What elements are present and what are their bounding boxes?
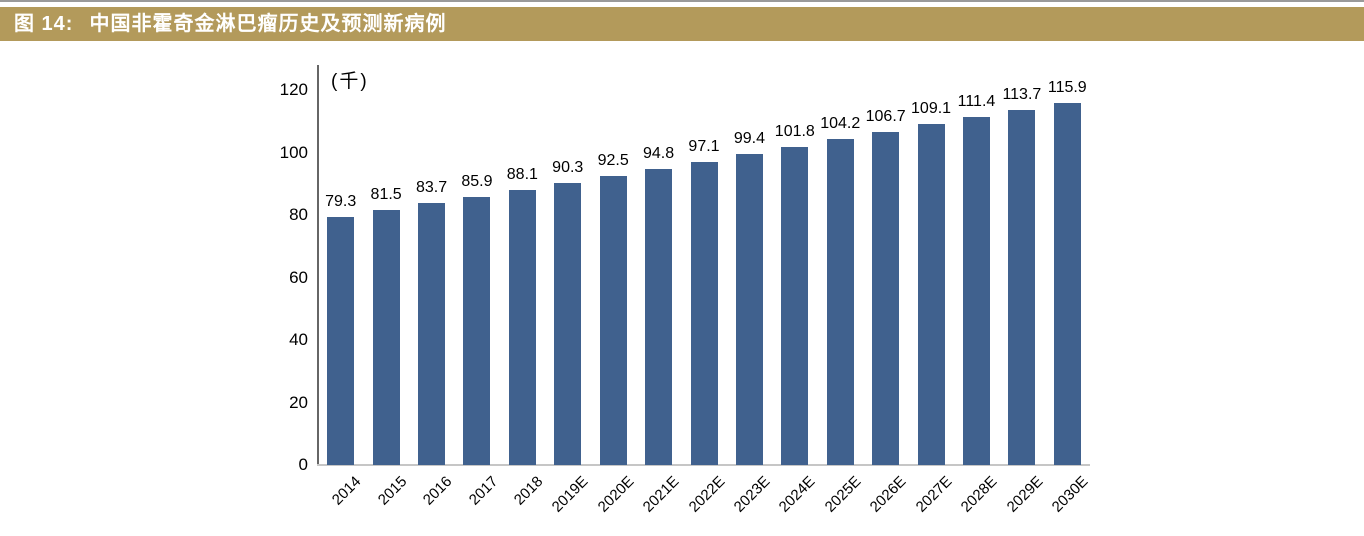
y-axis-tick-label: 120 — [279, 80, 308, 99]
x-axis-tick-label: 2025E — [821, 473, 865, 516]
x-axis-tick-label: 2018 — [510, 473, 547, 509]
bar — [826, 139, 854, 465]
bar-value-label: 109.1 — [911, 100, 952, 118]
bar — [645, 168, 673, 465]
x-axis-tick-label: 2019E — [549, 473, 592, 516]
x-axis-tick-label: 2022E — [685, 473, 729, 516]
bar-value-label: 101.8 — [774, 122, 815, 140]
bar-value-label: 99.4 — [733, 130, 765, 148]
top-divider-line — [0, 0, 1364, 2]
x-axis-line — [317, 464, 1090, 466]
bar — [735, 154, 763, 465]
y-axis-tick-label: 20 — [289, 392, 308, 412]
bar — [372, 210, 400, 465]
x-axis-tick-label: 2029E — [1003, 473, 1046, 516]
bar — [1053, 102, 1081, 465]
bar-value-label: 85.9 — [461, 172, 493, 190]
bar-value-label: 113.7 — [1002, 85, 1042, 103]
bar-value-label: 90.3 — [552, 158, 584, 176]
figure-number: 图 14: — [14, 13, 74, 35]
x-axis-tick-label: 2030E — [1048, 473, 1092, 516]
bar-value-label: 106.7 — [865, 107, 906, 125]
bar — [1008, 109, 1036, 465]
y-axis-tick-label: 80 — [289, 205, 308, 224]
x-axis-tick-label: 2026E — [866, 473, 910, 516]
x-axis-tick-label: 2014 — [329, 473, 365, 509]
y-axis-tick-label: 100 — [279, 142, 308, 162]
x-axis-tick-label: 2017 — [465, 473, 501, 509]
bar — [418, 203, 446, 465]
x-axis-tick-label: 2016 — [419, 473, 456, 509]
bar — [508, 189, 536, 465]
y-axis-tick-label: 0 — [298, 455, 308, 474]
bar-value-label: 92.5 — [597, 151, 629, 169]
bar-value-label: 81.5 — [370, 186, 402, 204]
y-axis-tick-label: 40 — [289, 330, 308, 349]
bar — [962, 116, 990, 465]
bar-value-label: 88.1 — [506, 165, 538, 183]
y-axis-unit-label: (千) — [331, 71, 369, 92]
x-axis-tick-label: 2020E — [594, 473, 638, 516]
bar — [554, 182, 582, 465]
bar-value-label: 111.4 — [957, 92, 996, 110]
bar — [463, 196, 491, 465]
bar-value-label: 115.9 — [1047, 78, 1087, 96]
bar — [781, 146, 809, 465]
y-axis-line — [317, 65, 319, 466]
bar-value-label: 94.8 — [643, 144, 675, 162]
bar — [327, 217, 355, 465]
bar-value-label: 79.3 — [325, 193, 357, 211]
x-axis-tick-label: 2024E — [776, 473, 819, 516]
x-axis-tick-label: 2023E — [730, 473, 774, 516]
x-axis-tick-label: 2028E — [957, 473, 1001, 516]
y-axis-tick-label: 60 — [289, 267, 308, 287]
bar — [690, 161, 718, 465]
bar-value-label: 97.1 — [688, 137, 720, 155]
figure-title-banner: 图 14: 中国非霍奇金淋巴瘤历史及预测新病例 — [0, 7, 1364, 41]
x-axis-tick-label: 2027E — [912, 473, 956, 516]
bar — [599, 175, 627, 465]
bar — [917, 124, 945, 465]
bar-value-label: 83.7 — [415, 179, 448, 197]
x-axis-tick-label: 2021E — [639, 473, 683, 516]
bar-value-label: 104.2 — [820, 115, 861, 133]
figure-title: 中国非霍奇金淋巴瘤历史及预测新病例 — [89, 13, 447, 35]
x-axis-tick-label: 2015 — [374, 473, 411, 509]
bar — [872, 131, 900, 465]
